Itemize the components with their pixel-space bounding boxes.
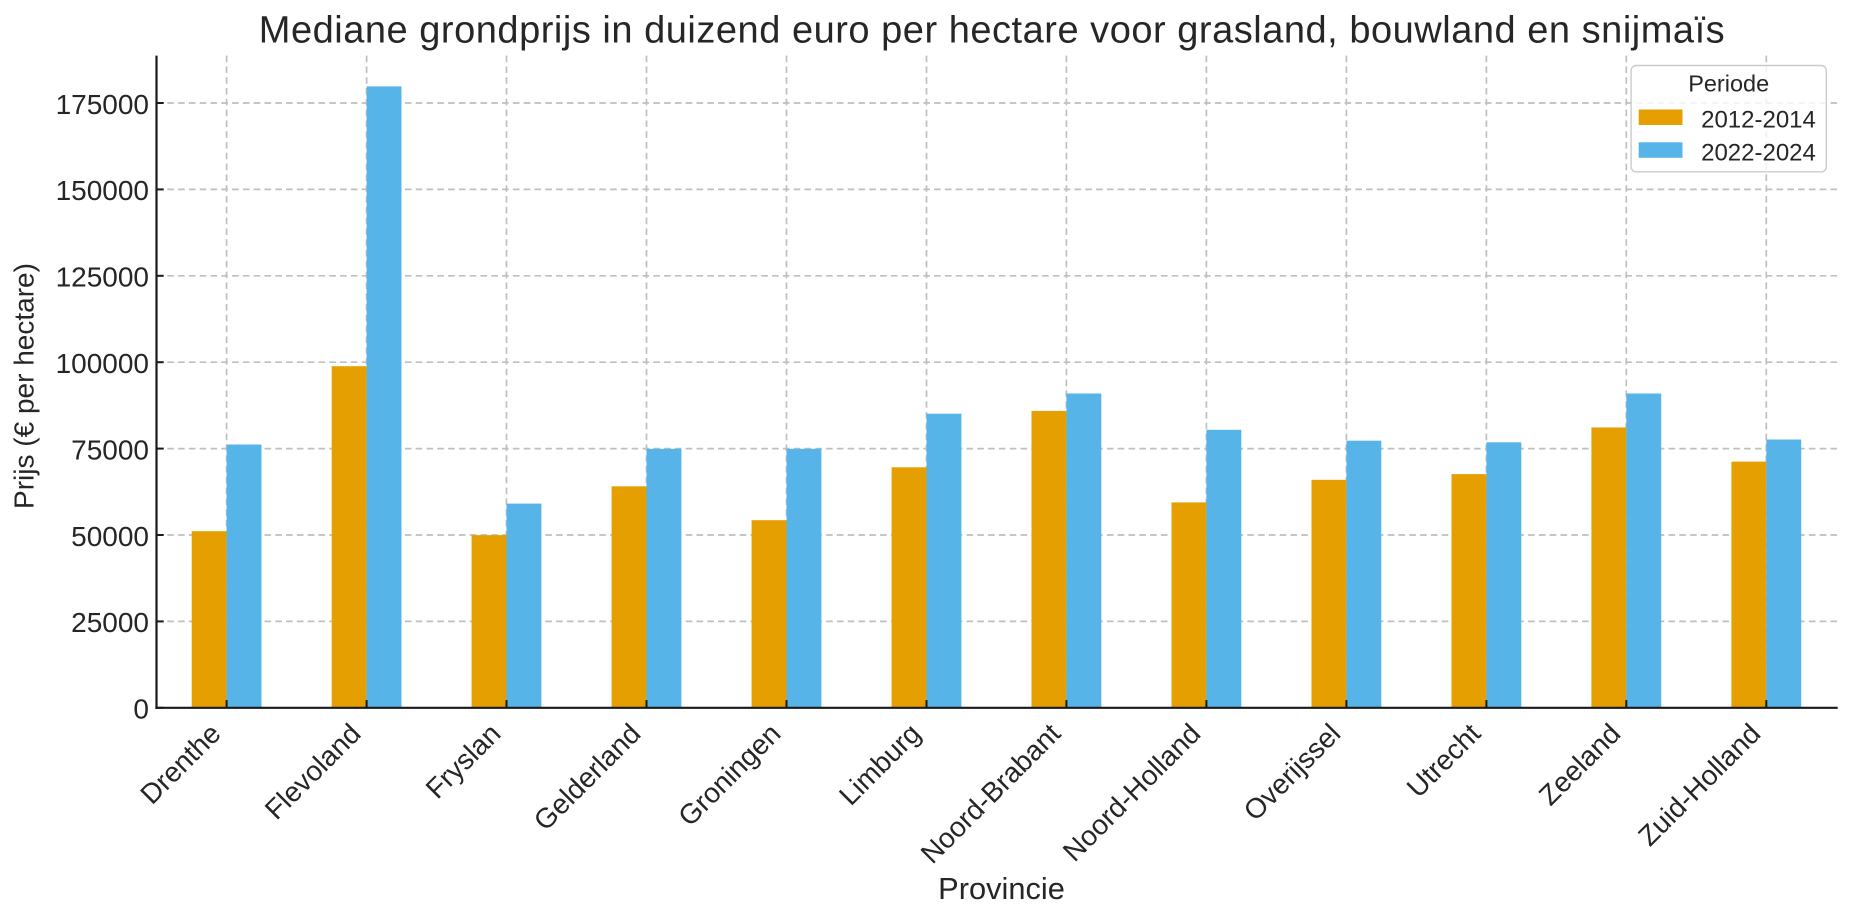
svg-text:Provincie: Provincie <box>938 871 1065 906</box>
svg-text:Mediane grondprijs in duizend: Mediane grondprijs in duizend euro per h… <box>259 10 1725 52</box>
svg-text:150000: 150000 <box>56 175 149 206</box>
svg-text:125000: 125000 <box>56 262 149 293</box>
svg-text:Periode: Periode <box>1688 70 1769 96</box>
svg-text:2022-2024: 2022-2024 <box>1701 139 1816 166</box>
svg-text:0: 0 <box>133 694 149 725</box>
svg-text:175000: 175000 <box>56 89 149 120</box>
svg-text:25000: 25000 <box>71 607 149 638</box>
svg-text:2012-2014: 2012-2014 <box>1701 107 1816 134</box>
svg-text:100000: 100000 <box>56 348 149 379</box>
svg-text:75000: 75000 <box>71 434 149 465</box>
svg-text:Prijs (€ per hectare): Prijs (€ per hectare) <box>9 263 40 509</box>
svg-text:50000: 50000 <box>71 521 149 552</box>
